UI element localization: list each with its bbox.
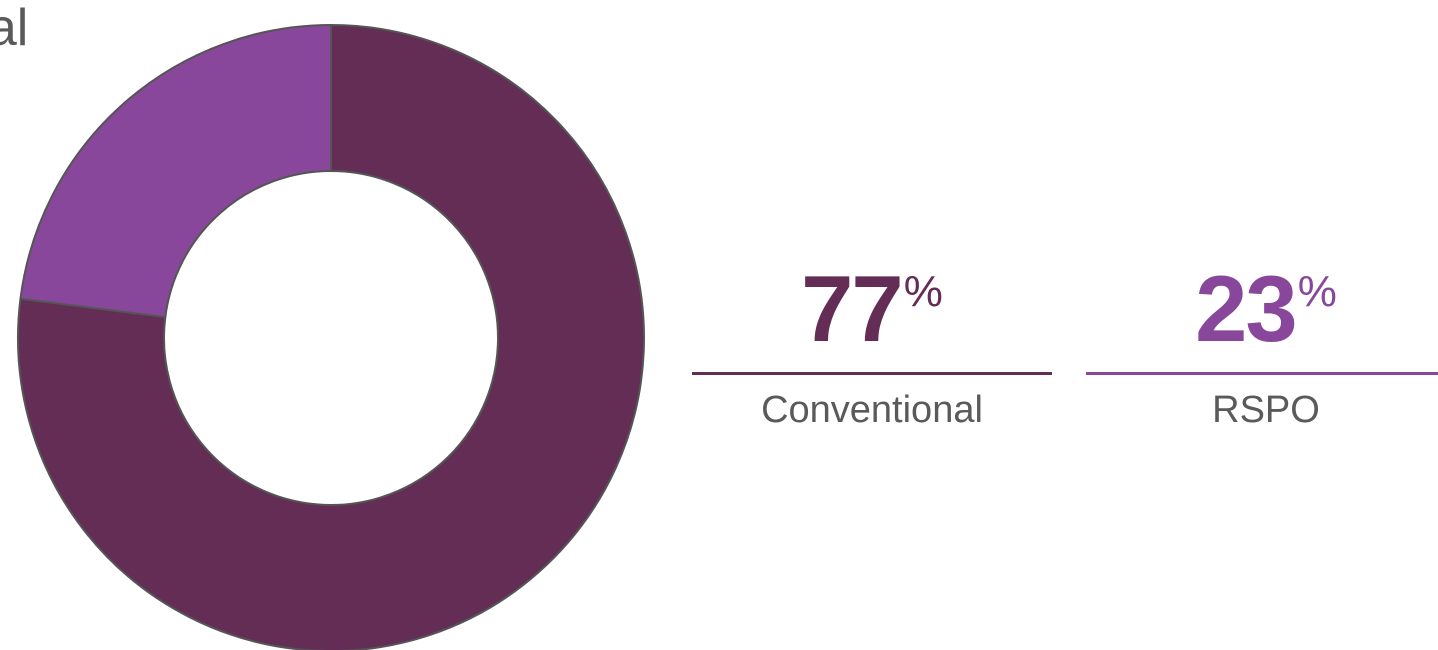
stat-rspo-value: 23: [1195, 256, 1298, 361]
donut-slice-rspo: [19, 23, 332, 319]
stat-conventional: 77% Conventional: [692, 262, 1052, 429]
chart-title: obal: [0, 0, 29, 57]
stat-rspo-divider: [1086, 372, 1438, 375]
donut-slice-conventional: [17, 23, 645, 650]
stat-rspo-unit: %: [1297, 267, 1337, 316]
stat-conventional-value: 77: [801, 256, 904, 361]
stat-conventional-unit: %: [903, 267, 943, 316]
stat-rspo-label: RSPO: [1212, 389, 1320, 431]
stat-rspo: 23% RSPO: [1086, 262, 1438, 429]
stat-conventional-divider: [692, 372, 1052, 375]
stat-conventional-label: Conventional: [761, 389, 983, 431]
donut-slices: [17, 23, 645, 650]
